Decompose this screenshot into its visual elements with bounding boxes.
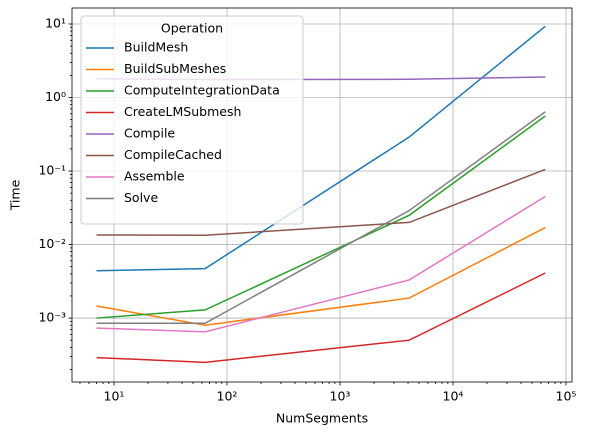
y-tick-label: 10¹: [45, 15, 66, 30]
y-tick-label: 10⁻³: [38, 310, 66, 325]
series-line: [96, 168, 546, 236]
legend-label: Solve: [124, 190, 158, 205]
y-tick-label: 10⁻²: [38, 236, 66, 251]
series-line: [96, 272, 546, 364]
legend-title: Operation: [161, 21, 223, 36]
series-line: [96, 25, 546, 272]
plot-frame: [71, 7, 573, 383]
y-tick-label: 10⁰: [45, 89, 66, 104]
legend-label: Compile: [124, 126, 175, 141]
legend: Operation BuildMesh BuildSubMeshes ComputeI…: [80, 15, 304, 225]
legend-label: BuildMesh: [124, 40, 188, 55]
x-tick-label: 10³: [330, 389, 351, 404]
x-axis-label: NumSegments: [276, 411, 368, 426]
legend-label: ComputeIntegrationData: [124, 83, 280, 98]
legend-label: BuildSubMeshes: [124, 61, 226, 76]
series-line: [96, 195, 546, 333]
x-tick-label: 10²: [217, 389, 238, 404]
series-line: [96, 115, 546, 319]
legend-label: CompileCached: [124, 147, 222, 162]
series-line: [96, 111, 546, 325]
x-tick-label: 10⁴: [443, 389, 464, 404]
legend-label: Assemble: [124, 169, 185, 184]
x-tick-label: 10¹: [104, 389, 125, 404]
legend-box: [80, 15, 304, 225]
series-line: [96, 226, 546, 326]
y-tick-label: 10⁻¹: [38, 163, 66, 178]
y-axis-label: Time: [8, 179, 23, 211]
legend-label: CreateLMSubmesh: [124, 104, 241, 119]
x-tick-label: 10⁵: [556, 389, 577, 404]
